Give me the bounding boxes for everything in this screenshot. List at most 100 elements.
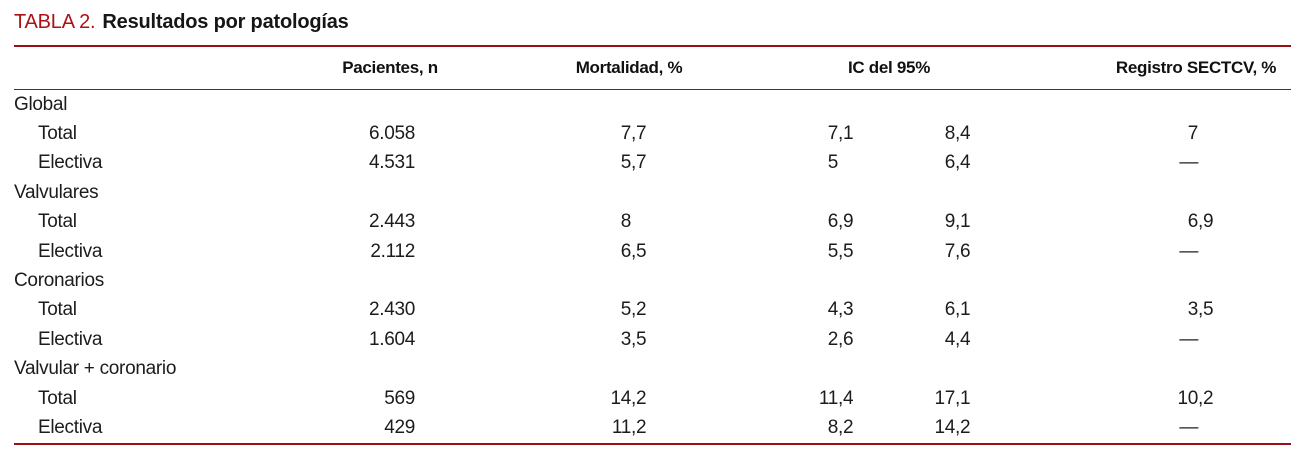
ci-low-cell: 8,2 <box>772 413 900 442</box>
ci-high-cell: 6,1 <box>900 296 1006 325</box>
decimal-part: ,2 <box>631 299 647 321</box>
mortality-cell: 14,2 <box>486 384 772 413</box>
mortality-value: 14,2 <box>609 388 649 410</box>
bottom-rule <box>14 442 1291 445</box>
decimal-part: ,5 <box>1198 299 1214 321</box>
patients-cell: 6.058 <box>294 119 486 148</box>
decimal-part <box>1198 123 1216 145</box>
registry-cell: — <box>1006 237 1291 266</box>
ci-low-cell: 2,6 <box>772 325 900 354</box>
decimal-part: ,2 <box>631 387 647 409</box>
ci-high-value: 14,2 <box>933 417 973 439</box>
integer-part: 4.531 <box>368 152 415 174</box>
integer-part: 2.112 <box>370 240 415 262</box>
decimal-part <box>838 152 856 174</box>
patients-cell: 1.604 <box>294 325 486 354</box>
decimal-part: ,9 <box>1198 211 1214 233</box>
registry-cell: 7 <box>1006 119 1291 148</box>
integer-part: 7 <box>944 240 956 262</box>
data-row: Total 2.443 8 6,9 9,1 6,9 <box>14 208 1291 237</box>
ci-low-value: 4,3 <box>816 299 856 321</box>
row-label: Total <box>38 211 77 233</box>
integer-part: 3 <box>620 328 632 350</box>
header-registry: Registro SECTCV, % <box>1006 47 1292 90</box>
decimal-part: ,6 <box>955 240 971 262</box>
decimal-part: ,4 <box>955 152 971 174</box>
decimal-part: ,7 <box>631 123 647 145</box>
patients-value: 569 <box>365 388 415 410</box>
integer-part: 9 <box>944 211 956 233</box>
decimal-part: ,2 <box>838 416 854 438</box>
table-title: TABLA 2. Resultados por patologías <box>14 10 1291 34</box>
integer-part: 6 <box>944 299 956 321</box>
mortality-value: 3,5 <box>609 329 649 351</box>
decimal-part: ,1 <box>955 387 971 409</box>
data-row: Electiva 4.531 5,7 5 6,4— <box>14 149 1291 178</box>
decimal-part: ,2 <box>631 416 647 438</box>
decimal-part: ,1 <box>838 123 854 145</box>
patients-value: 6.058 <box>365 123 415 145</box>
integer-part: 1.604 <box>368 328 415 350</box>
section-row: Valvular + coronario <box>14 355 1291 384</box>
mortality-cell: 6,5 <box>486 237 772 266</box>
decimal-part <box>1198 152 1216 174</box>
header-ci: IC del 95% <box>772 47 1007 90</box>
decimal-part: ,5 <box>631 240 647 262</box>
mortality-value: 6,5 <box>609 241 649 263</box>
ci-low-cell: 5 <box>772 149 900 178</box>
row-label: Total <box>38 387 77 409</box>
integer-part: 14 <box>610 387 631 409</box>
header-patients: Pacientes, n <box>294 47 486 90</box>
integer-part: 11 <box>818 387 838 409</box>
ci-low-cell: 11,4 <box>772 384 900 413</box>
ci-high-value: 8,4 <box>933 123 973 145</box>
results-table: Pacientes, n Mortalidad, % IC del 95% Re… <box>14 47 1292 443</box>
decimal-part <box>631 211 649 233</box>
mortality-cell: 8 <box>486 208 772 237</box>
row-label: Total <box>38 299 77 321</box>
registry-value: 10,2 <box>1176 388 1216 410</box>
data-row: Total 6.058 7,7 7,1 8,4 7 <box>14 119 1291 148</box>
integer-part: 11 <box>611 416 631 438</box>
section-row: Valvulares <box>14 178 1291 207</box>
row-label: Electiva <box>38 416 103 438</box>
ci-low-value: 2,6 <box>816 329 856 351</box>
patients-value: 1.604 <box>365 329 415 351</box>
integer-part: 5 <box>827 152 839 174</box>
integer-part: 14 <box>934 416 955 438</box>
data-row: Total 2.430 5,2 4,3 6,1 3,5 <box>14 296 1291 325</box>
row-label: Electiva <box>38 328 103 350</box>
mortality-value: 11,2 <box>609 417 649 439</box>
mortality-value: 8 <box>609 211 649 233</box>
integer-part: 7 <box>620 123 632 145</box>
integer-part: 6.058 <box>368 123 415 145</box>
ci-low-value: 8,2 <box>816 417 856 439</box>
decimal-part <box>1198 241 1216 263</box>
decimal-part: ,4 <box>955 123 971 145</box>
ci-high-cell: 8,4 <box>900 119 1006 148</box>
decimal-part <box>1198 329 1216 351</box>
patients-value: 429 <box>365 417 415 439</box>
mortality-cell: 5,2 <box>486 296 772 325</box>
decimal-part: ,5 <box>838 240 854 262</box>
integer-part: 17 <box>934 387 955 409</box>
registry-cell: — <box>1006 413 1291 442</box>
registry-value: — <box>1176 152 1216 174</box>
row-label: Total <box>38 123 77 145</box>
top-rule <box>14 45 1291 47</box>
decimal-part: ,6 <box>838 328 854 350</box>
data-row: Electiva 2.112 6,5 5,5 7,6— <box>14 237 1291 266</box>
integer-part: 8 <box>944 123 956 145</box>
integer-part: 569 <box>384 387 415 409</box>
integer-part: 8 <box>620 211 632 233</box>
ci-low-value: 5,5 <box>816 241 856 263</box>
integer-part: 10 <box>1177 387 1199 409</box>
decimal-part: ,2 <box>1198 387 1214 409</box>
mortality-cell: 5,7 <box>486 149 772 178</box>
patients-cell: 4.531 <box>294 149 486 178</box>
registry-value: 6,9 <box>1176 211 1216 233</box>
registry-cell: — <box>1006 325 1291 354</box>
integer-part: 6 <box>827 211 839 233</box>
integer-part: 5 <box>620 152 632 174</box>
patients-cell: 429 <box>294 413 486 442</box>
